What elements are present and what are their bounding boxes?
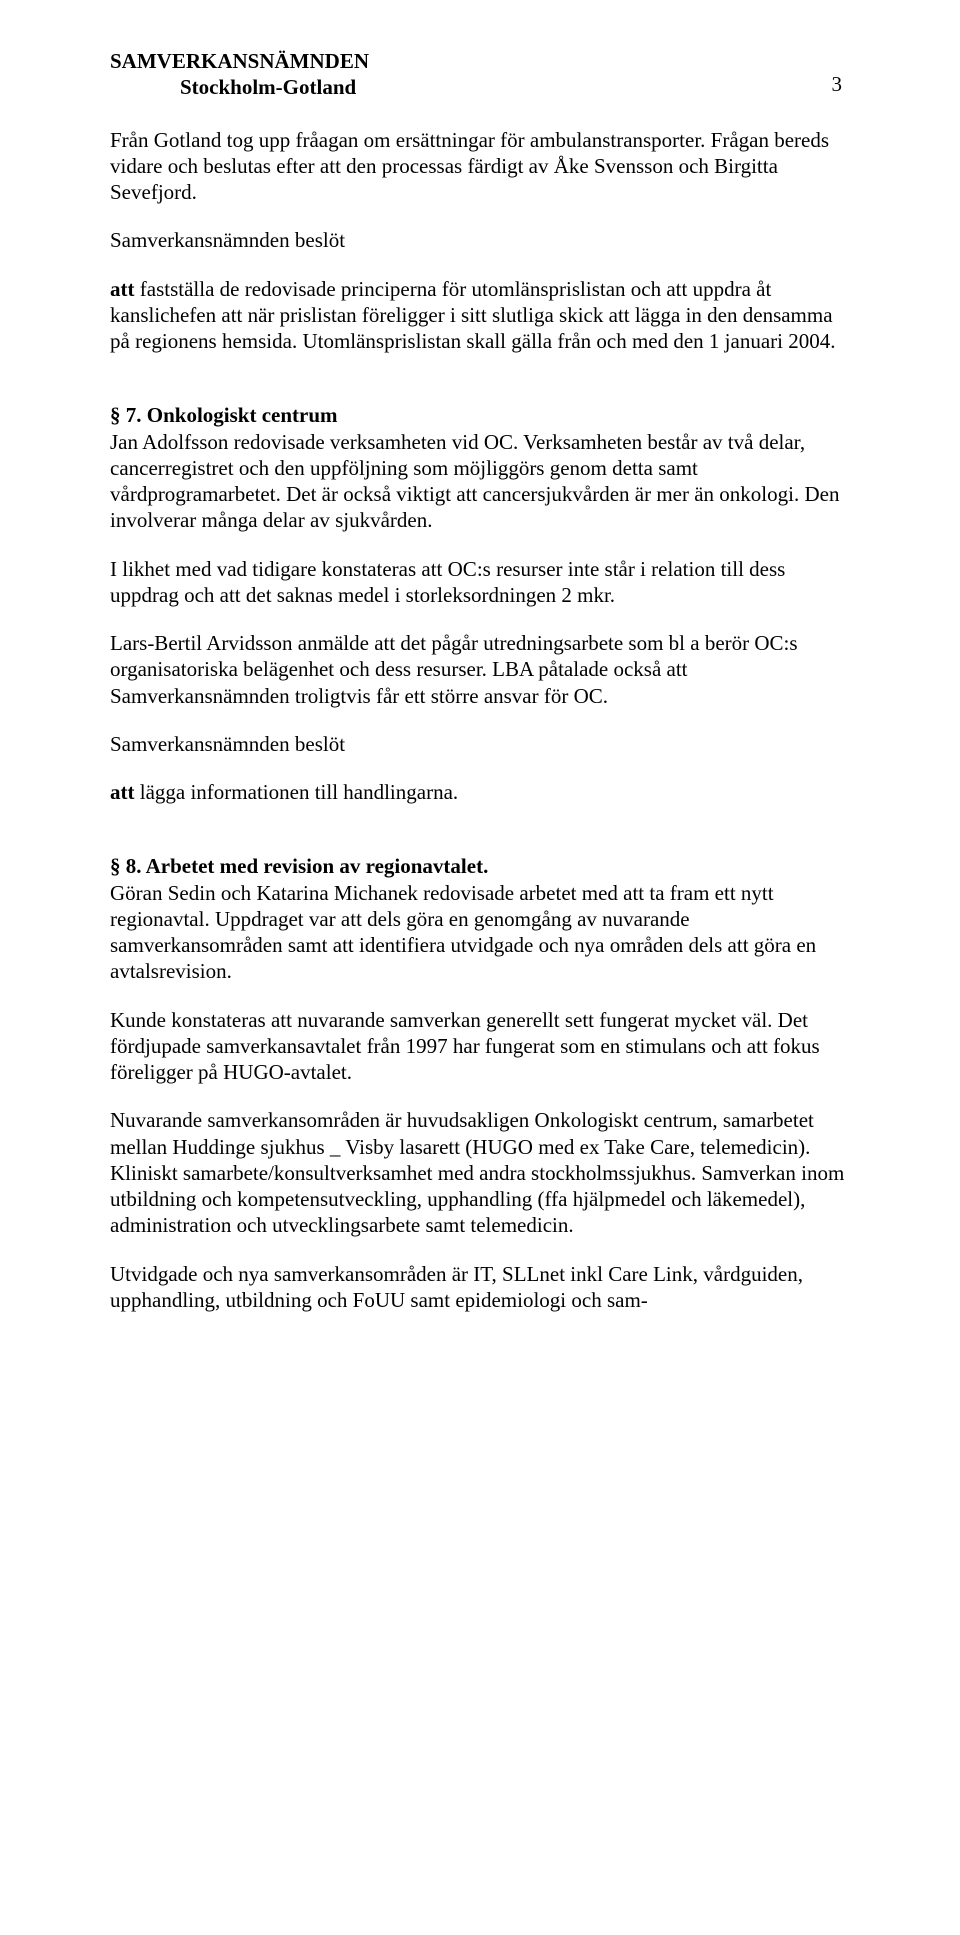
section-8-p3: Nuvarande samverkansområden är huvudsakl… <box>110 1107 850 1238</box>
att-bold-2: att <box>110 780 135 804</box>
section-7-heading: § 7. Onkologiskt centrum <box>110 402 850 428</box>
header-subtitle: Stockholm-Gotland <box>110 74 850 100</box>
section-7-p3: Lars-Bertil Arvidsson anmälde att det på… <box>110 630 850 709</box>
section-8-heading-text: § 8. Arbetet med revision av regionavtal… <box>110 853 488 879</box>
decision-lead-1: Samverkansnämnden beslöt <box>110 227 850 253</box>
section-7-decision-body-text: lägga informationen till handlingarna. <box>135 780 459 804</box>
decision-body-1-text: fastställa de redovisade principerna för… <box>110 277 835 354</box>
section-8-heading: § 8. Arbetet med revision av regionavtal… <box>110 853 850 879</box>
intro-paragraph-1: Från Gotland tog upp fråagan om ersättni… <box>110 127 850 206</box>
att-bold-1: att <box>110 277 135 301</box>
section-7-heading-text: § 7. Onkologiskt centrum <box>110 402 338 428</box>
header-organization: SAMVERKANSNÄMNDEN <box>110 48 850 74</box>
document-page: SAMVERKANSNÄMNDEN Stockholm-Gotland 3 Fr… <box>0 0 960 1935</box>
section-7-p2: I likhet med vad tidigare konstateras at… <box>110 556 850 609</box>
section-8-p1: Göran Sedin och Katarina Michanek redovi… <box>110 880 850 985</box>
decision-body-1: att fastställa de redovisade principerna… <box>110 276 850 355</box>
section-8-p4: Utvidgade och nya samverkansområden är I… <box>110 1261 850 1314</box>
section-7-decision-lead: Samverkansnämnden beslöt <box>110 731 850 757</box>
section-7-p1: Jan Adolfsson redovisade verksamheten vi… <box>110 429 850 534</box>
page-number: 3 <box>832 72 843 97</box>
section-8-p2: Kunde konstateras att nuvarande samverka… <box>110 1007 850 1086</box>
section-7-decision-body: att lägga informationen till handlingarn… <box>110 779 850 805</box>
